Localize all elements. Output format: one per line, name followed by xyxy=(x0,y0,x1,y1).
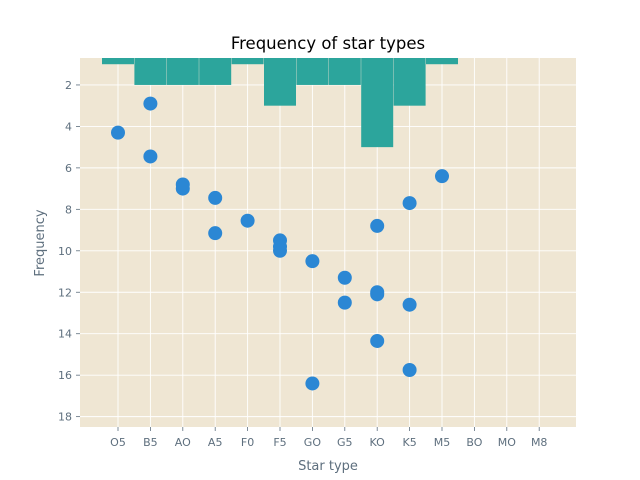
scatter-point xyxy=(143,149,158,164)
x-tick-label: F5 xyxy=(273,436,286,449)
y-axis-ticks: 2 4 6 8 10 12 14 16 18 xyxy=(58,79,80,424)
scatter-point xyxy=(402,196,417,211)
scatter-point xyxy=(143,96,158,111)
x-tick-label: BO xyxy=(466,436,482,449)
x-axis-ticks: O5 B5 AO A5 F0 F5 GO G5 KO K5 M5 BO MO M8 xyxy=(110,427,547,449)
scatter-point xyxy=(175,181,190,196)
scatter-point xyxy=(337,270,352,285)
x-axis-label: Star type xyxy=(298,459,358,474)
x-tick-label: MO xyxy=(498,436,516,449)
scatter-point xyxy=(435,169,449,184)
scatter-point xyxy=(370,218,385,233)
scatter-point xyxy=(305,254,320,269)
scatter-point xyxy=(402,297,417,312)
bar xyxy=(264,58,296,106)
x-tick-label: KO xyxy=(370,436,386,449)
bar-series xyxy=(102,58,458,148)
grid xyxy=(80,58,576,427)
y-tick-label: 2 xyxy=(65,79,72,92)
bar xyxy=(426,58,458,65)
bar xyxy=(393,58,426,106)
scatter-point xyxy=(111,125,125,140)
bar xyxy=(102,58,134,65)
scatter-point xyxy=(337,295,352,310)
x-tick-label: G5 xyxy=(337,436,353,449)
x-tick-label: A5 xyxy=(208,436,223,449)
scatter-point xyxy=(305,376,320,391)
y-tick-label: 14 xyxy=(58,328,72,341)
x-tick-label: M5 xyxy=(434,436,451,449)
bar xyxy=(361,58,394,148)
x-tick-label: K5 xyxy=(402,436,416,449)
y-axis-label: Frequency xyxy=(33,209,48,276)
scatter-point xyxy=(402,362,417,377)
plot-area xyxy=(80,58,576,427)
y-tick-label: 12 xyxy=(58,286,72,299)
y-tick-label: 10 xyxy=(58,245,72,258)
scatter-point xyxy=(240,213,255,228)
x-tick-label: M8 xyxy=(531,436,548,449)
scatter-point xyxy=(208,190,223,205)
x-tick-label: F0 xyxy=(241,436,254,449)
x-tick-label: B5 xyxy=(143,436,158,449)
y-tick-label: 8 xyxy=(65,203,72,216)
scatter-point xyxy=(208,226,223,241)
scatter-point xyxy=(370,287,385,302)
scatter-series xyxy=(111,96,449,391)
x-tick-label: GO xyxy=(304,436,322,449)
chart-title: Frequency of star types xyxy=(231,34,425,53)
y-tick-label: 16 xyxy=(58,369,72,382)
bar xyxy=(296,58,329,85)
bar xyxy=(199,58,232,85)
y-tick-label: 18 xyxy=(58,411,72,424)
bar xyxy=(231,58,264,65)
y-tick-label: 6 xyxy=(65,162,72,175)
x-tick-label: AO xyxy=(175,436,191,449)
bar xyxy=(134,58,167,85)
y-tick-label: 4 xyxy=(65,120,72,133)
x-tick-label: O5 xyxy=(110,436,126,449)
scatter-point xyxy=(273,243,287,258)
scatter-point xyxy=(370,333,385,348)
bar xyxy=(328,58,361,85)
bar xyxy=(166,58,199,85)
